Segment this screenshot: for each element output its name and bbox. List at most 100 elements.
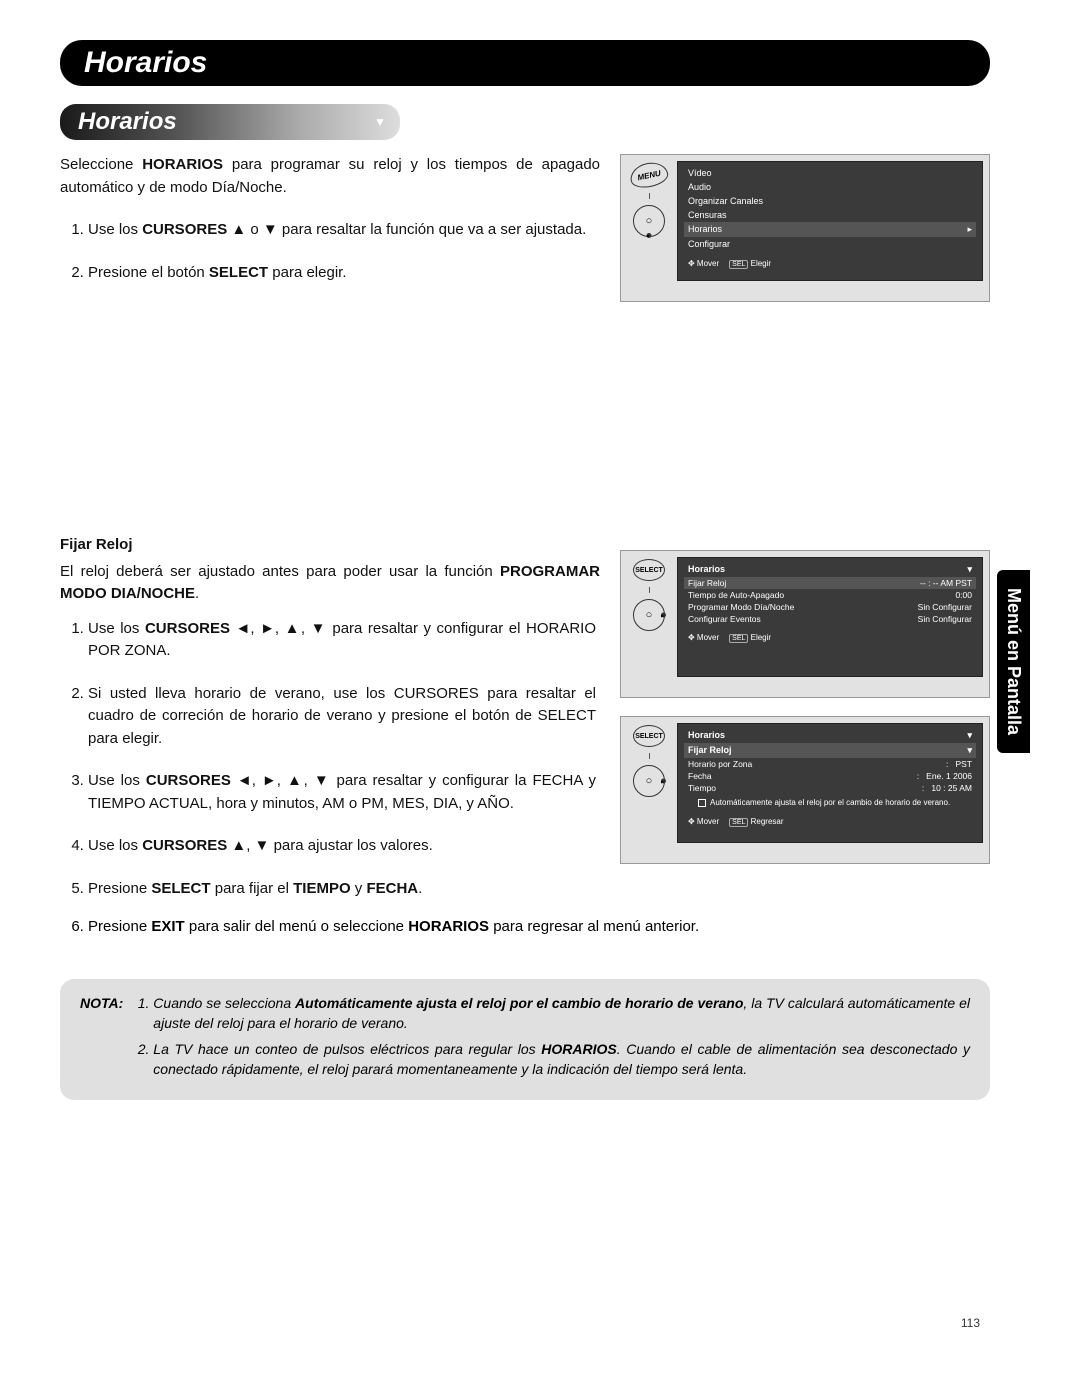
select-button-icon: SELECT	[633, 725, 665, 747]
circle-icon: ○	[646, 609, 653, 621]
menu-item: Programar Modo Día/NocheSin Configurar	[684, 601, 976, 613]
remote-buttons: MENU ○ ▾	[627, 161, 671, 281]
text: Seleccione	[60, 156, 142, 173]
text: y	[351, 880, 367, 897]
osd-footer: ✥ MoverSEL Elegir	[684, 631, 976, 644]
menu-item: Fijar Reloj-- : -- AM PST	[684, 577, 976, 589]
note-list: Cuando se selecciona Automáticamente aju…	[131, 993, 970, 1080]
text: Use los	[88, 772, 146, 789]
remote-buttons: SELECT ○ ▸	[627, 557, 671, 677]
list-item: Presione el botón SELECT para elegir.	[88, 262, 600, 285]
menu-item: Audio	[684, 180, 976, 194]
text-bold: CURSORES	[142, 221, 227, 238]
note-label: NOTA:	[80, 993, 123, 1086]
page-number: 113	[961, 1316, 980, 1330]
text: La TV hace un conteo de pulsos eléctrico…	[153, 1041, 541, 1057]
fijar-intro: El reloj deberá ser ajustado antes para …	[60, 561, 600, 606]
dpad-icon: ○ ▾	[633, 205, 665, 237]
text: .	[195, 585, 199, 602]
circle-icon: ○	[646, 215, 653, 227]
text: Use los	[88, 221, 142, 238]
right-column: MENU ○ ▾ VídeoAudioOrganizar CanalesCens…	[620, 154, 990, 920]
arrow-right-icon: ▸	[661, 779, 666, 784]
text-bold: SELECT	[209, 264, 268, 281]
connector	[649, 587, 650, 593]
menu-item: Configurar EventosSin Configurar	[684, 613, 976, 625]
list-item: Use los CURSORES ▲ o ▼ para resaltar la …	[88, 219, 600, 242]
text-bold: HORARIOS	[408, 918, 489, 935]
text-bold: FECHA	[366, 880, 418, 897]
note-box: NOTA: Cuando se selecciona Automáticamen…	[60, 979, 990, 1100]
tv-menu-horarios: SELECT ○ ▸ Horarios▾Fijar Reloj-- : -- A…	[620, 550, 990, 698]
text: Presione	[88, 880, 151, 897]
menu-item: Vídeo	[684, 166, 976, 180]
menu-item: Horario por Zona: PST	[684, 758, 976, 770]
steps-list-1: Use los CURSORES ▲ o ▼ para resaltar la …	[60, 219, 600, 284]
text: ▲, ▼ para ajustar los valores.	[227, 837, 433, 854]
text: para salir del menú o seleccione	[185, 918, 408, 935]
arrow-right-icon: ▸	[661, 613, 666, 618]
menu-item: Censuras	[684, 208, 976, 222]
list-item: Cuando se selecciona Automáticamente aju…	[153, 993, 970, 1034]
list-item: Use los CURSORES ▲, ▼ para ajustar los v…	[88, 835, 600, 858]
page-title: Horarios	[84, 46, 966, 80]
page-header: Horarios	[60, 40, 990, 86]
osd-main-menu: VídeoAudioOrganizar CanalesCensurasHorar…	[677, 161, 983, 281]
osd-footer: ✥ MoverSEL Elegir	[684, 257, 976, 270]
text-bold: HORARIOS	[541, 1041, 616, 1057]
remote-buttons: SELECT ○ ▸	[627, 723, 671, 843]
osd-subtitle: Fijar Reloj▾	[684, 743, 976, 758]
text: para elegir.	[268, 264, 346, 281]
chevron-down-icon: ▼	[374, 115, 386, 129]
list-item: Use los CURSORES ◄, ►, ▲, ▼ para resalta…	[88, 618, 600, 663]
connector	[649, 193, 650, 199]
text: Presione	[88, 918, 151, 935]
osd-title: Horarios▾	[684, 728, 976, 743]
left-column: Seleccione HORARIOS para programar su re…	[60, 154, 600, 920]
list-item: La TV hace un conteo de pulsos eléctrico…	[153, 1039, 970, 1080]
text-bold: CURSORES	[142, 837, 227, 854]
section-title: Horarios	[78, 108, 177, 136]
text: El reloj deberá ser ajustado antes para …	[60, 563, 500, 580]
osd-title: Horarios▾	[684, 562, 976, 577]
side-tab: Menú en Pantalla	[997, 570, 1030, 753]
tv-menu-fijar-reloj: SELECT ○ ▸ Horarios▾Fijar Reloj▾Horario …	[620, 716, 990, 864]
circle-icon: ○	[646, 775, 653, 787]
text: Use los	[88, 837, 142, 854]
osd-note: Automáticamente ajusta el reloj por el c…	[684, 794, 976, 809]
osd-fijar-reloj-menu: Horarios▾Fijar Reloj▾Horario por Zona: P…	[677, 723, 983, 843]
menu-item: Horarios▸	[684, 222, 976, 237]
text: Use los	[88, 620, 145, 637]
section-pill: Horarios ▼	[60, 104, 400, 140]
text-bold: TIEMPO	[293, 880, 351, 897]
text-bold: EXIT	[151, 918, 184, 935]
text-bold: HORARIOS	[142, 156, 223, 173]
subheading-fijar-reloj: Fijar Reloj	[60, 534, 600, 557]
text: ▲ o ▼ para resaltar la función que va a …	[227, 221, 586, 238]
connector	[649, 753, 650, 759]
menu-item: Tiempo de Auto-Apagado0:00	[684, 589, 976, 601]
text-bold: CURSORES	[146, 772, 231, 789]
dpad-icon: ○ ▸	[633, 599, 665, 631]
list-item: Si usted lleva horario de verano, use lo…	[88, 683, 600, 751]
text: Presione el botón	[88, 264, 209, 281]
intro-text: Seleccione HORARIOS para programar su re…	[60, 154, 600, 199]
arrow-down-icon: ▾	[647, 233, 652, 238]
menu-item: Organizar Canales	[684, 194, 976, 208]
steps-list-2: Use los CURSORES ◄, ►, ▲, ▼ para resalta…	[60, 618, 600, 901]
text-bold: CURSORES	[145, 620, 230, 637]
text: Cuando se selecciona	[153, 995, 295, 1011]
osd-footer: ✥ MoverSEL Regresar	[684, 815, 976, 828]
text-bold: SELECT	[151, 880, 210, 897]
text: para regresar al menú anterior.	[489, 918, 699, 935]
menu-item: Fecha: Ene. 1 2006	[684, 770, 976, 782]
list-item: Use los CURSORES ◄, ►, ▲, ▼ para resalta…	[88, 770, 600, 815]
text: para fijar el	[211, 880, 294, 897]
osd-horarios-menu: Horarios▾Fijar Reloj-- : -- AM PSTTiempo…	[677, 557, 983, 677]
text-bold: Automáticamente ajusta el reloj por el c…	[295, 995, 743, 1011]
text: .	[418, 880, 422, 897]
menu-item: Tiempo: 10 : 25 AM	[684, 782, 976, 794]
tv-menu-main: MENU ○ ▾ VídeoAudioOrganizar CanalesCens…	[620, 154, 990, 302]
select-button-icon: SELECT	[633, 559, 665, 581]
menu-item: Configurar	[684, 237, 976, 251]
